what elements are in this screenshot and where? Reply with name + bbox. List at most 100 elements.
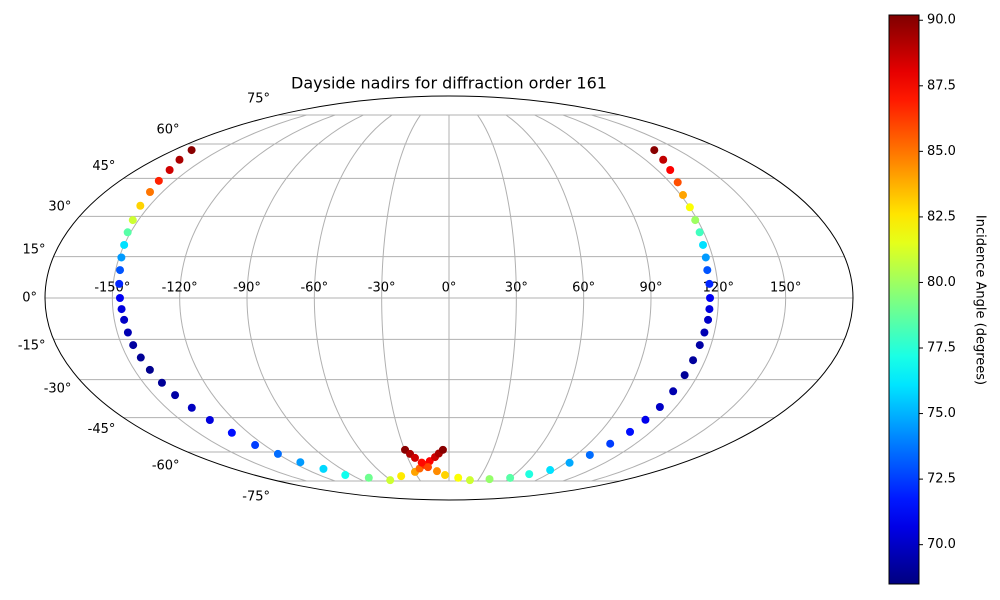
data-point bbox=[673, 178, 682, 187]
data-point bbox=[386, 476, 395, 485]
data-point bbox=[115, 279, 124, 288]
data-point bbox=[606, 439, 615, 448]
colorbar-tick-label: 75.0 bbox=[927, 406, 956, 421]
y-tick-label: -75° bbox=[242, 489, 270, 504]
data-point bbox=[205, 416, 214, 425]
y-tick-label: 0° bbox=[22, 291, 37, 306]
data-point bbox=[689, 356, 698, 365]
y-tick-label: 60° bbox=[157, 123, 180, 138]
colorbar bbox=[888, 14, 920, 585]
data-point bbox=[565, 458, 574, 467]
data-point bbox=[704, 315, 713, 324]
data-point bbox=[641, 415, 650, 424]
y-tick-label: -15° bbox=[18, 339, 46, 354]
grid-line bbox=[179, 114, 336, 482]
data-point bbox=[136, 353, 145, 362]
data-point bbox=[187, 146, 196, 155]
data-point bbox=[705, 305, 714, 314]
colorbar-tick-label: 87.5 bbox=[927, 78, 956, 93]
data-point bbox=[705, 279, 714, 288]
data-point bbox=[120, 240, 129, 249]
data-point bbox=[525, 470, 534, 479]
data-point bbox=[679, 191, 688, 200]
data-point bbox=[546, 466, 555, 475]
colorbar-tick-label: 77.5 bbox=[927, 341, 956, 356]
grid-line bbox=[591, 114, 787, 482]
data-point bbox=[659, 155, 668, 164]
data-point bbox=[165, 166, 174, 175]
grid-line bbox=[313, 114, 393, 482]
y-tick-label: -60° bbox=[152, 458, 180, 473]
grid-line bbox=[534, 114, 652, 482]
data-point bbox=[341, 471, 350, 480]
data-point bbox=[296, 458, 305, 467]
colorbar-tick-label: 82.5 bbox=[927, 209, 956, 224]
data-point bbox=[115, 294, 124, 302]
x-tick-label: -30° bbox=[368, 281, 396, 296]
data-point bbox=[691, 216, 700, 225]
colorbar-label: Incidence Angle (degrees) bbox=[973, 215, 988, 385]
grid-line bbox=[246, 114, 364, 482]
y-tick-label: 45° bbox=[92, 159, 115, 174]
grid-line bbox=[562, 114, 719, 482]
data-point bbox=[397, 472, 406, 481]
y-tick-label: 15° bbox=[23, 242, 46, 257]
data-point bbox=[136, 201, 145, 210]
data-point bbox=[187, 403, 196, 412]
data-point bbox=[123, 328, 132, 337]
data-point bbox=[417, 458, 426, 467]
data-point bbox=[666, 166, 675, 175]
x-tick-label: 150° bbox=[770, 281, 801, 296]
data-point bbox=[116, 266, 125, 275]
data-point bbox=[695, 228, 704, 237]
data-point bbox=[154, 176, 163, 185]
data-point bbox=[485, 475, 494, 484]
map-boundary bbox=[44, 95, 854, 501]
data-point bbox=[227, 428, 236, 437]
data-point bbox=[465, 476, 474, 485]
data-point bbox=[703, 266, 712, 275]
colorbar-tick-label: 80.0 bbox=[927, 275, 956, 290]
data-point bbox=[706, 294, 715, 302]
x-tick-label: 90° bbox=[639, 281, 662, 296]
y-tick-label: 75° bbox=[247, 92, 270, 107]
chart-title: Dayside nadirs for diffraction order 161 bbox=[291, 74, 607, 93]
grid-line bbox=[111, 114, 307, 482]
data-point bbox=[175, 155, 184, 164]
data-point bbox=[585, 450, 594, 459]
x-tick-label: -120° bbox=[162, 281, 198, 296]
data-point bbox=[117, 253, 126, 262]
y-tick-label: 30° bbox=[48, 200, 71, 215]
data-point bbox=[157, 378, 166, 387]
colorbar-tick-label: 70.0 bbox=[927, 537, 956, 552]
data-point bbox=[506, 473, 515, 482]
data-point bbox=[699, 240, 708, 249]
data-point bbox=[701, 253, 710, 262]
data-point bbox=[650, 146, 659, 155]
data-point bbox=[171, 391, 180, 400]
data-point bbox=[432, 467, 441, 476]
x-tick-label: -90° bbox=[233, 281, 261, 296]
data-point bbox=[700, 328, 709, 337]
data-point bbox=[145, 365, 154, 374]
data-point bbox=[695, 341, 704, 350]
data-point bbox=[273, 449, 282, 458]
colorbar-tick-label: 90.0 bbox=[927, 13, 956, 28]
x-tick-label: 30° bbox=[505, 281, 528, 296]
grid-line bbox=[381, 114, 421, 482]
data-point bbox=[685, 203, 694, 212]
data-point bbox=[364, 473, 373, 482]
data-point bbox=[117, 305, 126, 314]
data-point bbox=[251, 441, 260, 450]
data-point bbox=[319, 464, 328, 473]
data-point bbox=[128, 216, 137, 225]
grid-line bbox=[505, 114, 585, 482]
data-point bbox=[441, 471, 450, 480]
colorbar-tick-label: 72.5 bbox=[927, 472, 956, 487]
x-tick-label: -60° bbox=[300, 281, 328, 296]
data-point bbox=[120, 315, 129, 324]
colorbar-tick-label: 85.0 bbox=[927, 144, 956, 159]
y-tick-label: -45° bbox=[88, 422, 116, 437]
grid-line bbox=[477, 114, 517, 482]
